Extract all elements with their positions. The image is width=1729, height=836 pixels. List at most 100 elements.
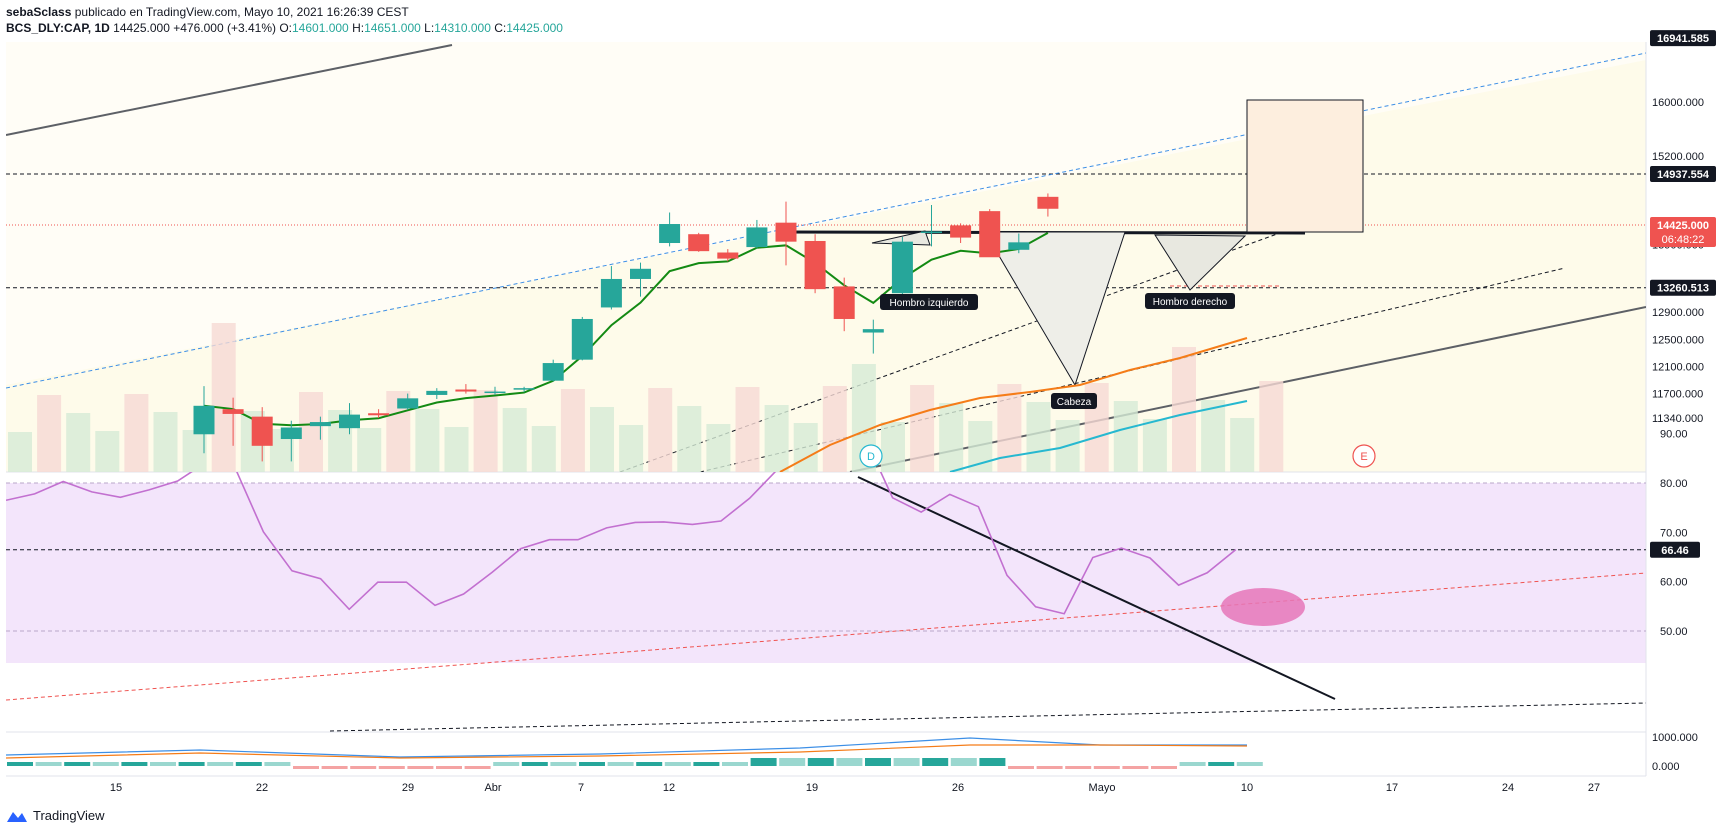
volume-bar [764, 405, 789, 472]
candle[interactable] [659, 212, 681, 247]
ema-slow-line[interactable] [949, 400, 1248, 472]
volume-bar [1113, 401, 1138, 472]
rsi-line[interactable] [6, 436, 1237, 615]
candle[interactable] [193, 386, 215, 454]
macd-signal-line[interactable] [6, 744, 1248, 759]
macd-histogram-bar [664, 762, 691, 766]
right-shoulder-shape [1154, 234, 1247, 291]
candle[interactable] [309, 416, 331, 440]
volume-bar [735, 387, 760, 472]
dividend-marker[interactable]: D [859, 444, 883, 468]
volume-bar [706, 424, 731, 472]
candle[interactable] [251, 407, 273, 462]
candle[interactable] [484, 386, 506, 395]
candle-body [513, 388, 535, 390]
candle[interactable] [804, 234, 826, 294]
macd-histogram-bar [493, 762, 520, 766]
macd-histogram-bar [865, 758, 891, 766]
volume-bar [881, 422, 905, 472]
macd-histogram-bar [807, 758, 834, 766]
candle[interactable] [222, 397, 244, 446]
upper-trend-line[interactable] [6, 44, 453, 136]
candle-body [630, 268, 651, 279]
rsi-trend-line-red[interactable] [6, 572, 1646, 701]
channel-line-blue[interactable] [6, 52, 1646, 389]
candle-body [397, 398, 419, 409]
rsi-divergence-line[interactable] [857, 476, 1336, 700]
candle[interactable] [630, 262, 651, 297]
head-shape [984, 231, 1126, 387]
macd-line[interactable] [6, 737, 1247, 758]
candle[interactable] [339, 403, 360, 435]
candle-body [339, 414, 360, 429]
head-label[interactable]: Cabeza [1051, 393, 1097, 409]
symbol-name[interactable]: BCS_DLY:CAP, 1D [6, 21, 110, 35]
time-tick-label: 7 [578, 782, 584, 794]
candle[interactable] [1008, 233, 1030, 254]
tradingview-brand[interactable]: TradingView [6, 808, 105, 823]
macd-histogram-bar [350, 766, 377, 769]
candle[interactable] [426, 388, 448, 400]
volume-bar [415, 409, 440, 472]
time-tick-label: 27 [1588, 782, 1600, 794]
rsi-highlight-ellipse[interactable] [1221, 588, 1305, 626]
candle[interactable] [746, 219, 768, 249]
rsi-band [6, 483, 1646, 663]
candle[interactable] [571, 316, 593, 361]
ema-mid-line[interactable] [779, 337, 1248, 472]
earnings-marker-text: E [1360, 451, 1367, 463]
candle[interactable] [455, 384, 477, 394]
right-shoulder-label[interactable]: Hombro derecho [1145, 293, 1235, 309]
candle[interactable] [775, 201, 797, 266]
candle[interactable] [833, 277, 855, 332]
candle[interactable] [368, 409, 390, 418]
price-tick-label: 16000.000 [1652, 97, 1704, 109]
earnings-marker[interactable]: E [1352, 444, 1376, 468]
high-value: 14651.000 [364, 21, 421, 35]
projection-box[interactable] [1246, 99, 1364, 233]
time-tick-label: 12 [663, 782, 675, 794]
candle-body [193, 405, 215, 435]
candle[interactable] [688, 232, 710, 252]
volume-bar [502, 408, 527, 472]
candle[interactable] [397, 393, 419, 410]
candle[interactable] [542, 359, 564, 382]
time-tick-label: Abr [484, 782, 501, 794]
candle[interactable] [1037, 193, 1059, 217]
macd-histogram-bar [1008, 766, 1034, 769]
time-tick-label: 10 [1241, 782, 1253, 794]
open-value: 14601.000 [292, 21, 349, 35]
volume-bar [1259, 381, 1284, 472]
open-label: O: [279, 21, 292, 35]
candle-body [659, 224, 681, 244]
left-shoulder-label[interactable]: Hombro izquierdo [880, 294, 978, 310]
volume-bar [619, 425, 644, 472]
candle[interactable] [862, 319, 884, 354]
volume-bar [1230, 418, 1255, 472]
candle[interactable] [717, 249, 739, 262]
candle-body [804, 240, 826, 290]
macd-histogram-bar [436, 766, 462, 769]
macd-histogram-bar [207, 762, 234, 766]
volume-bar [153, 412, 178, 472]
candle[interactable] [950, 223, 972, 244]
rsi-support-line[interactable] [329, 702, 1646, 732]
macd-histogram-bar [407, 766, 434, 769]
time-tick-label: 15 [110, 782, 122, 794]
macd-histogram-bar [922, 758, 949, 766]
rsi-current-label: 66.46 [1661, 545, 1689, 557]
candle[interactable] [979, 209, 1001, 258]
candle[interactable] [280, 420, 302, 462]
volume-bar [8, 432, 32, 472]
candle-body [688, 234, 710, 252]
volume-bar [1201, 400, 1226, 472]
candle[interactable] [513, 386, 535, 393]
macd-histogram-bar [607, 762, 634, 766]
candle-body [222, 409, 244, 414]
candle[interactable] [600, 266, 622, 310]
price-level-label: 13260.513 [1657, 283, 1709, 295]
candle[interactable] [921, 205, 942, 247]
volume-bar [299, 392, 323, 472]
macd-histogram-bar [293, 766, 319, 769]
